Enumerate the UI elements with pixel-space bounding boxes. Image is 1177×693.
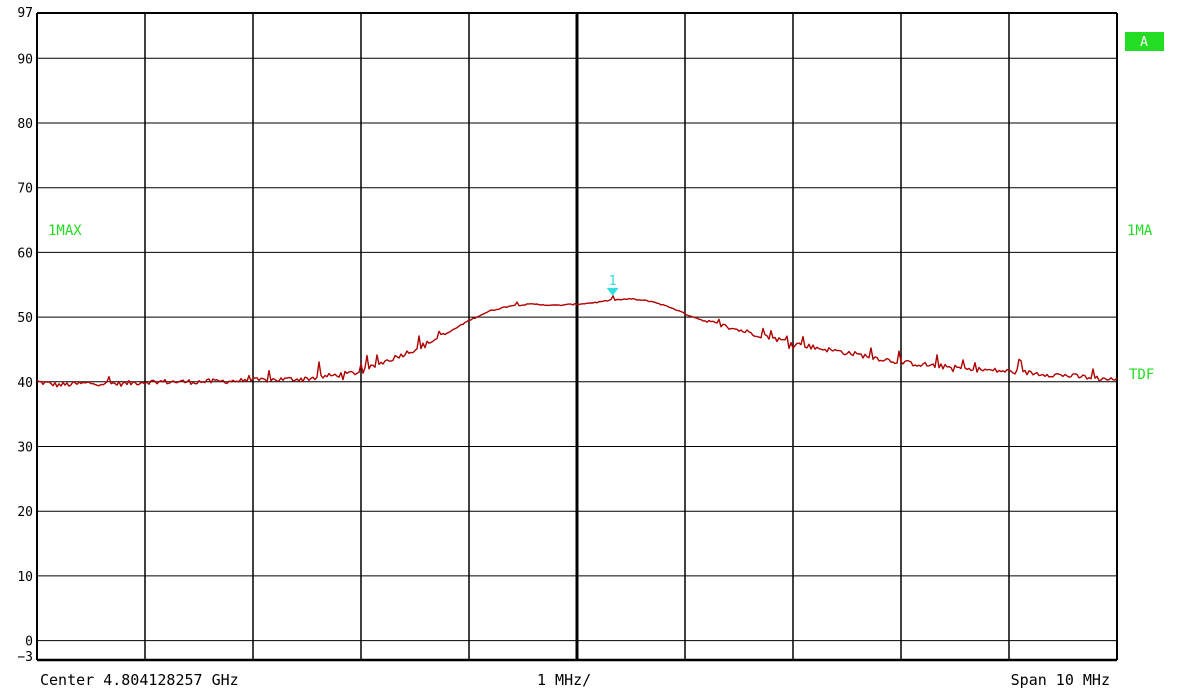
marker-layer: 1 [606, 274, 619, 296]
status-badge-label: A [1140, 35, 1148, 50]
y-tick-label: −3 [17, 650, 33, 665]
marker-label: 1 [609, 274, 617, 289]
marker-triangle-icon [606, 287, 619, 296]
left-trace-label: 1MAX [48, 223, 82, 239]
y-tick-label: 0 [25, 635, 33, 650]
status-badge-bg [1125, 32, 1164, 51]
y-tick-label: 20 [17, 505, 33, 520]
frequency-per-division-label: 1 MHz/ [537, 671, 591, 689]
y-tick-label: 60 [17, 246, 33, 261]
y-axis-tick-labels: 97 90 80 70 60 50 40 30 20 10 0−3 [17, 6, 33, 665]
y-tick-label: 30 [17, 440, 33, 455]
y-tick-label: 70 [17, 182, 33, 197]
y-tick-label: 90 [17, 52, 33, 67]
center-frequency-label: Center 4.804128257 GHz [40, 671, 239, 689]
span-label: Span 10 MHz [1011, 671, 1110, 689]
right-trace-label: 1MA [1127, 223, 1153, 239]
y-tick-label: 10 [17, 570, 33, 585]
y-tick-label: 80 [17, 117, 33, 132]
trace-1max [36, 295, 1118, 388]
y-tick-label: 97 [17, 6, 33, 21]
right-tdf-label: TDF [1129, 367, 1154, 383]
y-tick-label: 40 [17, 376, 33, 391]
plot-grid [36, 12, 1118, 662]
trace-layer [36, 295, 1118, 388]
y-tick-label: 50 [17, 311, 33, 326]
